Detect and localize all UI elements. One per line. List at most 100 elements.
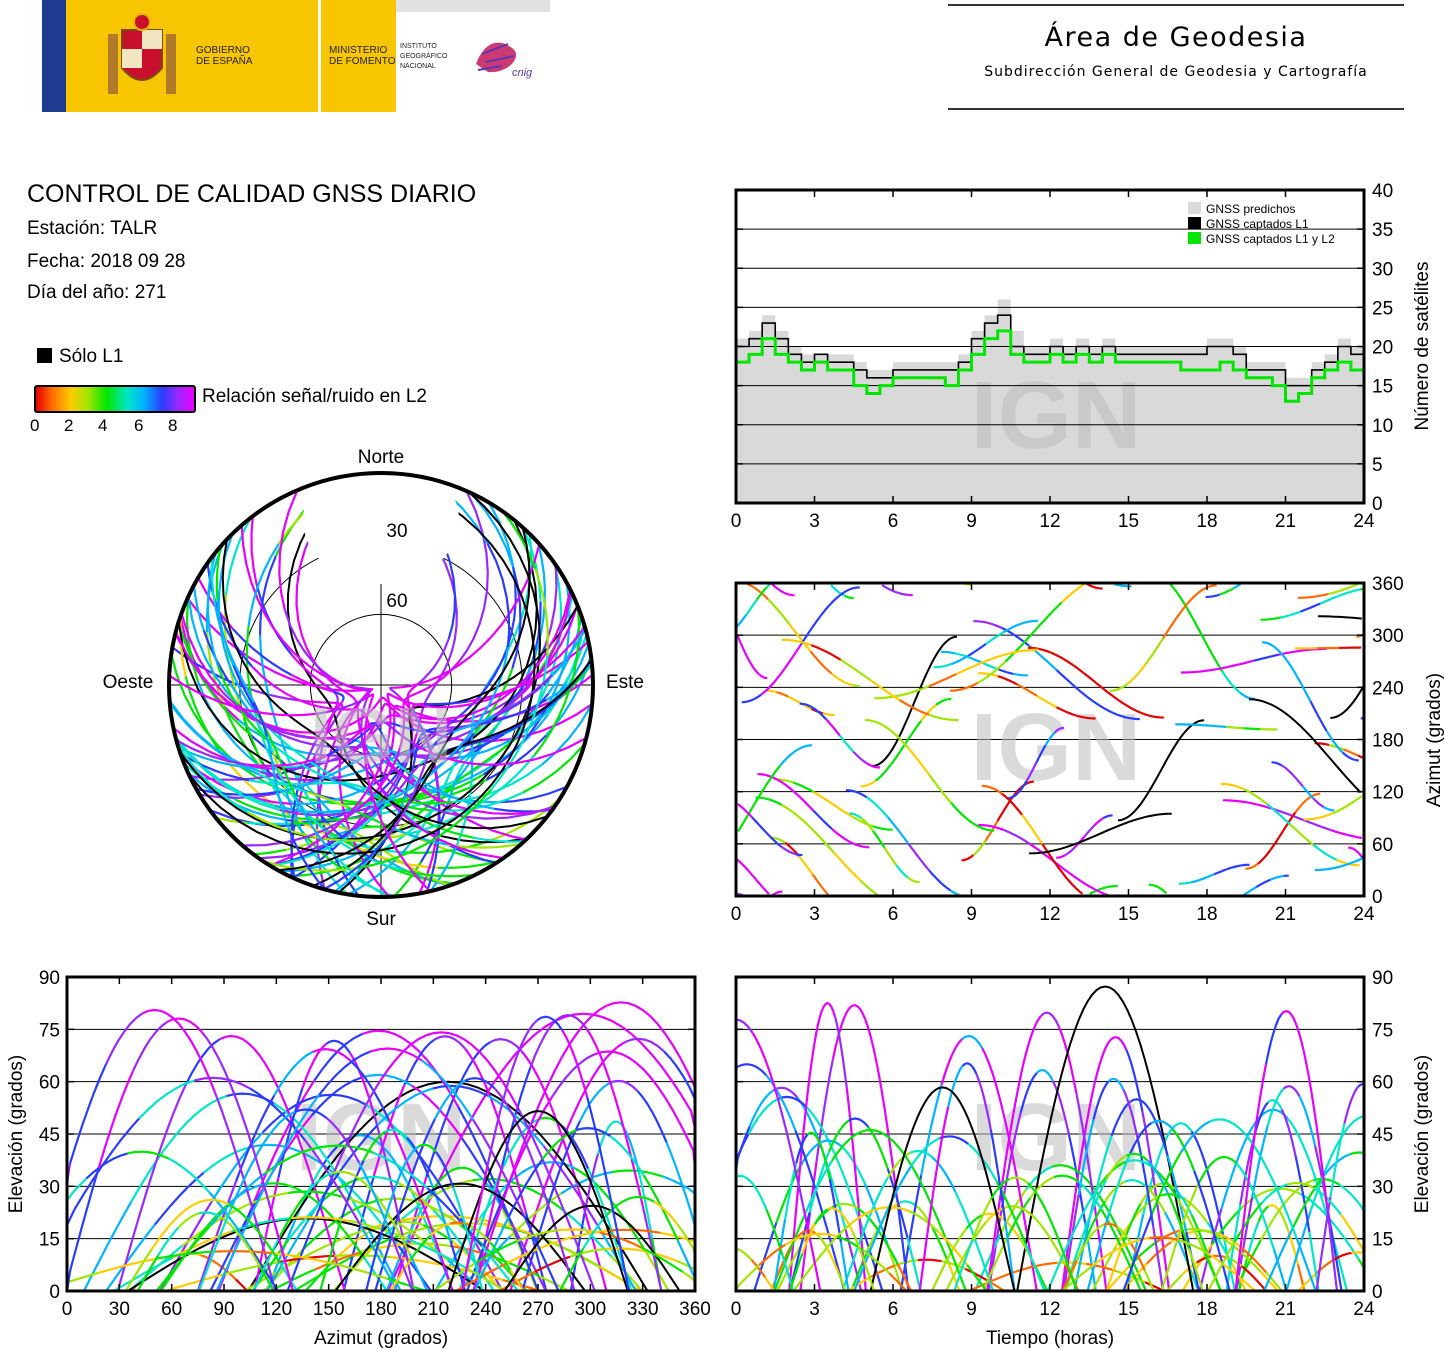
satellite-track — [390, 703, 444, 721]
elevation-azimuth-track — [576, 1126, 611, 1138]
elevation-azimuth-track — [408, 1253, 429, 1292]
elevation-azimuth-track — [286, 1173, 335, 1292]
legend-entry: GNSS captados L1 — [1206, 217, 1309, 231]
elevation-time-track — [734, 1133, 750, 1203]
azimuth-track — [1232, 583, 1241, 590]
satellite-track — [468, 676, 540, 703]
elevation-time-track — [792, 1252, 824, 1292]
azimuth-track — [775, 778, 796, 794]
elevation-time-track — [1264, 1013, 1283, 1065]
satellite-track — [203, 739, 261, 776]
elevation-azimuth-track — [621, 1026, 683, 1096]
elevation-azimuth-track — [197, 1208, 233, 1292]
elevation-time-track — [814, 1208, 829, 1225]
y-tick-label: 45 — [1372, 1125, 1393, 1146]
elevation-azimuth-track — [218, 1215, 241, 1237]
elevation-azimuth-track — [85, 1152, 128, 1180]
direction-south: Sur — [366, 909, 396, 930]
elevation-time-track — [1131, 1240, 1159, 1264]
satellite-track — [422, 828, 504, 860]
elevation-time-track — [1105, 1262, 1134, 1292]
azimuth-track — [978, 672, 999, 678]
elevation-time-track — [888, 1272, 908, 1292]
satellite-track — [423, 700, 469, 706]
azimuth-track — [798, 855, 814, 876]
elevation-time-track — [1024, 1242, 1046, 1292]
elevation-time-track — [1125, 1159, 1153, 1168]
azimuth-track — [1093, 817, 1104, 827]
elevation-time-track — [1129, 1098, 1150, 1110]
x-tick-label: 150 — [313, 1299, 345, 1320]
azimuth-track — [981, 784, 1003, 795]
satellite-track — [431, 766, 490, 794]
elevation-time-track — [1183, 1227, 1210, 1234]
legend-l1-only: Sólo L1 — [37, 346, 123, 368]
x-axis-label: Azimut (grados) — [314, 1328, 448, 1349]
elevation-azimuth-track — [262, 1110, 296, 1145]
azimuth-track — [794, 791, 815, 812]
elevation-azimuth-track — [427, 1176, 452, 1242]
y-axis-label: Elevación (grados) — [6, 1055, 27, 1213]
azimuth-track — [1027, 646, 1051, 654]
satellite-track — [272, 627, 332, 681]
azimuth-track — [771, 836, 786, 844]
azimuth-track — [1168, 582, 1189, 609]
elevation-time-track — [1125, 1049, 1144, 1112]
azimuth-track — [809, 650, 833, 675]
elevation-azimuth-track — [557, 1229, 610, 1243]
snr-tick: 6 — [134, 416, 144, 435]
l1-only-track — [277, 526, 531, 872]
satellite-track — [386, 692, 398, 700]
azimuth-track — [840, 658, 871, 681]
elevation-time-track — [1077, 1119, 1095, 1195]
satellite-track — [545, 663, 593, 701]
azimuth-track — [765, 832, 782, 848]
azimuth-track — [1291, 773, 1304, 788]
elevation-time-track — [1206, 1252, 1237, 1276]
azimuth-track — [886, 816, 910, 845]
azimuth-track — [1357, 836, 1362, 840]
elevation-time-track — [1176, 1198, 1205, 1252]
elevation-time-track — [775, 1168, 800, 1224]
elevation-time-track — [1143, 1269, 1155, 1292]
elevation-time-track — [831, 1131, 862, 1162]
satellite-track — [522, 527, 542, 602]
elevation-time-track — [748, 1089, 775, 1127]
x-tick-label: 21 — [1275, 1299, 1296, 1320]
satellite-track — [442, 542, 457, 639]
ministerio-panel: MINISTERIO DE FOMENTO — [321, 0, 396, 112]
satellite-track — [416, 660, 461, 695]
elevation-azimuth-track — [396, 1213, 415, 1292]
azimuth-track — [1276, 809, 1305, 822]
azimuth-track — [1241, 886, 1257, 897]
elevation-time-track — [1297, 1272, 1317, 1292]
y-tick-label: 90 — [39, 968, 60, 989]
elevation-azimuth-track — [558, 1247, 585, 1292]
elevation-time-track — [1285, 1211, 1312, 1292]
elevation-azimuth-track — [585, 1028, 616, 1097]
azimuth-track — [907, 876, 920, 884]
elevation-time-track — [1157, 1182, 1176, 1190]
x-tick-label: 12 — [1039, 904, 1060, 925]
azimuth-track — [812, 706, 828, 721]
l1-only-track — [1016, 985, 1195, 1292]
satellite-track — [480, 698, 548, 726]
x-tick-label: 300 — [574, 1299, 606, 1320]
elevation-time-track — [1267, 1098, 1283, 1110]
satellite-track — [251, 665, 319, 708]
y-tick-label: 75 — [1372, 1020, 1393, 1041]
elevation-azimuth-track — [265, 1197, 324, 1292]
satellite-track — [536, 542, 547, 604]
elevation-time-track — [1092, 1080, 1110, 1120]
satellite-track — [291, 783, 375, 805]
azimuth-track — [1339, 588, 1361, 597]
elevation-azimuth-track — [358, 1162, 393, 1236]
elevation-azimuth-track — [132, 1020, 169, 1071]
elevation-time-track — [964, 1267, 990, 1283]
azimuth-track — [1075, 714, 1096, 720]
elevation-time-track — [1129, 1122, 1153, 1154]
elevation-time-track — [860, 1128, 891, 1139]
satellite-track — [228, 682, 257, 721]
elevation-azimuth-track — [449, 1240, 467, 1292]
elevation-time-track — [1107, 1077, 1125, 1090]
